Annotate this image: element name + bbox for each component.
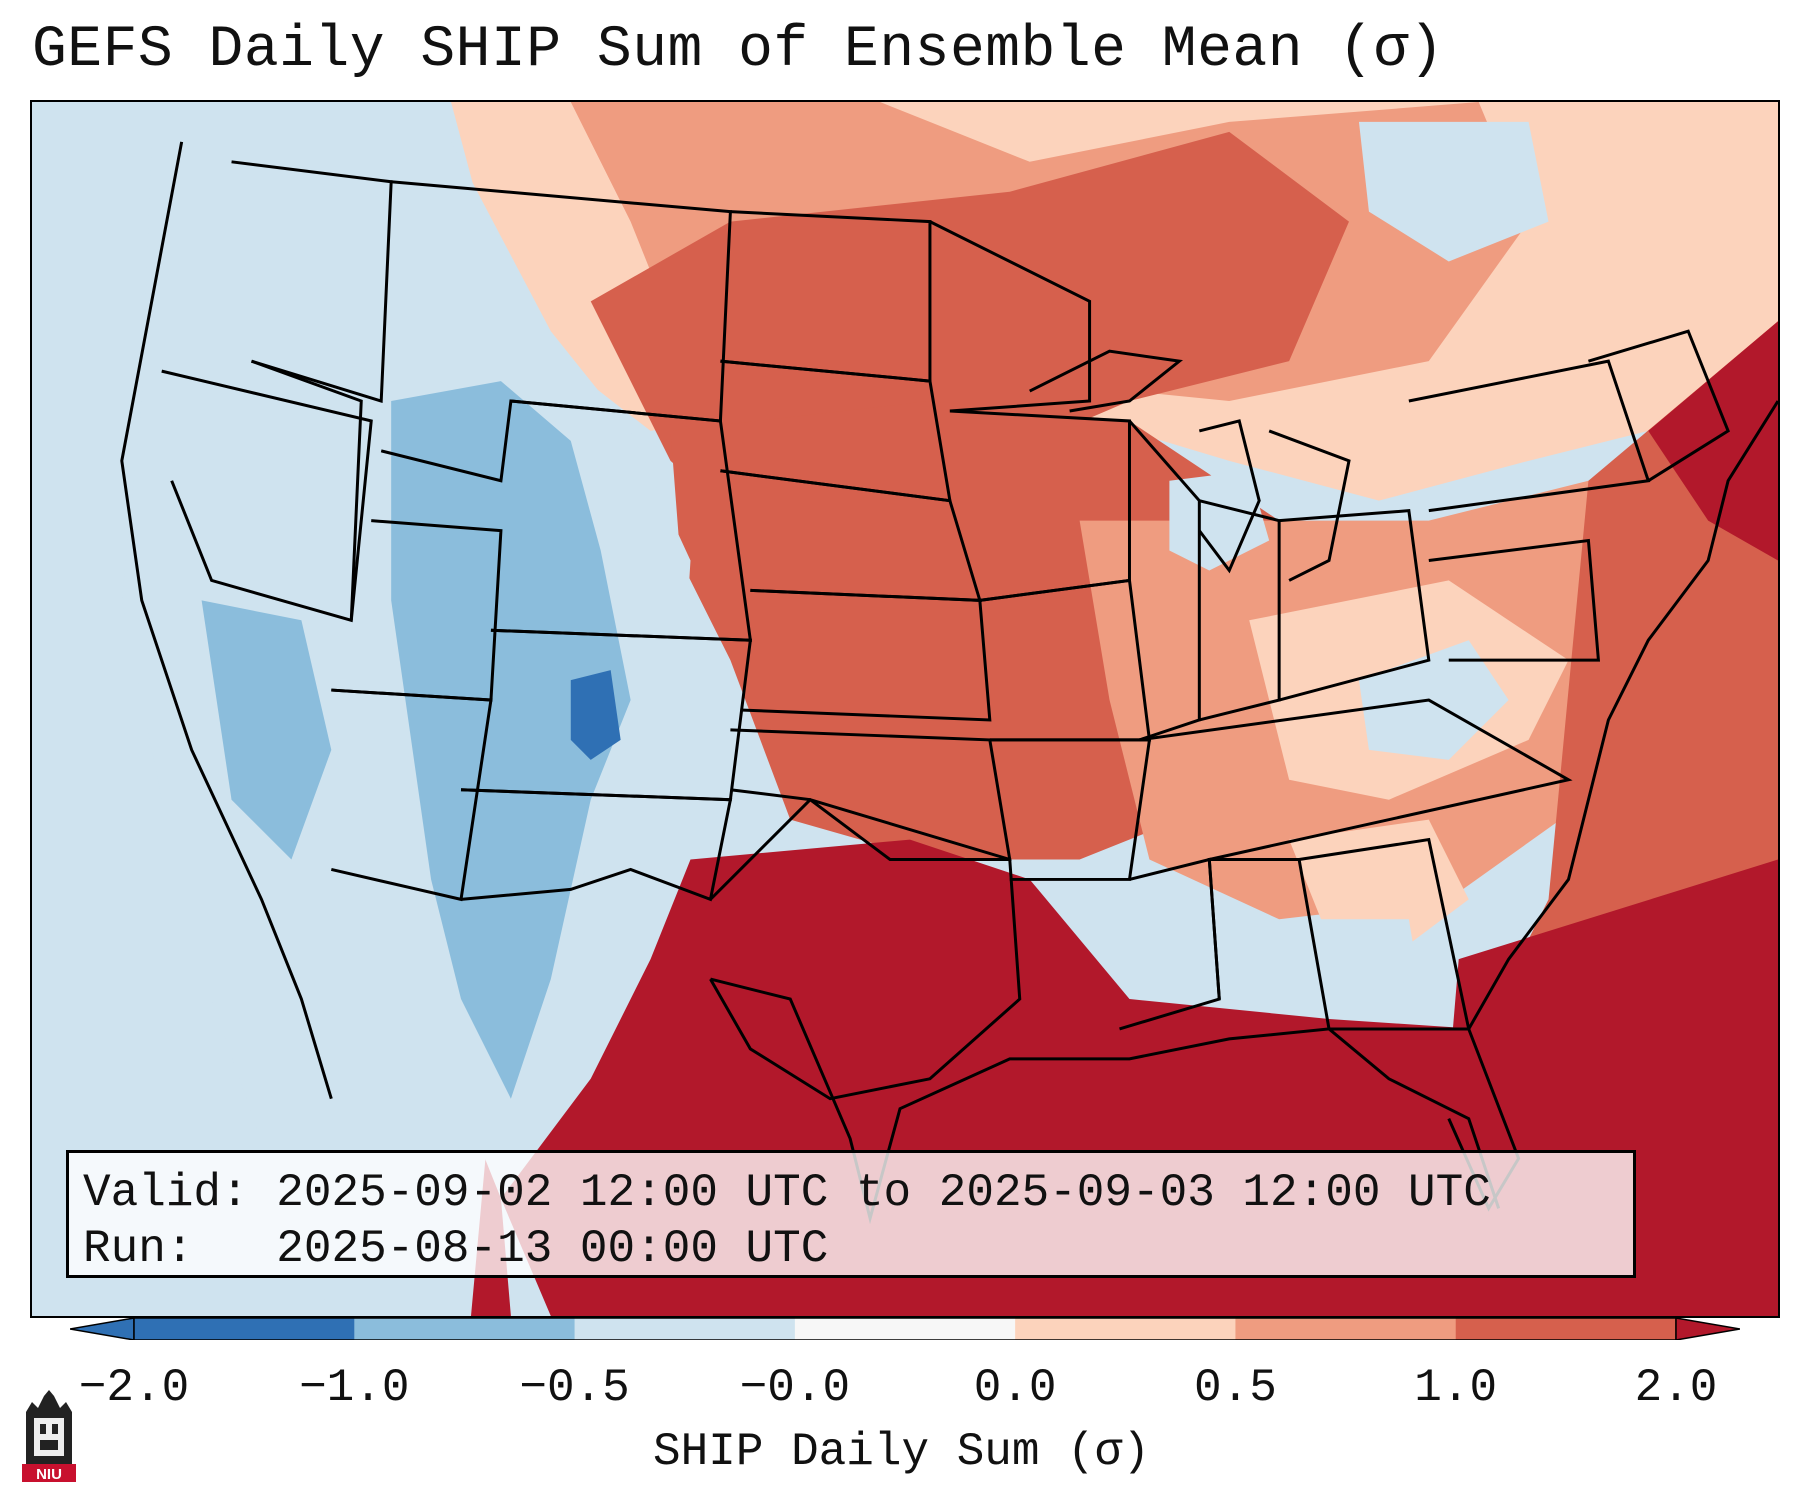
valid-value: 2025-09-02 12:00 UTC to 2025-09-03 12:00… [276, 1167, 1491, 1219]
coastlines [120, 141, 1778, 1225]
georgia-slight-low-region [1319, 919, 1419, 1000]
great-basin-low-region [201, 600, 332, 860]
niu-logo: NIU [22, 1390, 76, 1482]
map-panel [30, 100, 1780, 1318]
colorbar-tick-label: −1.0 [299, 1362, 410, 1414]
valid-run-info-box: Valid: 2025-09-02 12:00 UTC to 2025-09-0… [66, 1150, 1636, 1278]
colorbar-tick-label: 1.0 [1414, 1362, 1498, 1414]
run-line: Run: 2025-08-13 00:00 UTC [83, 1221, 1619, 1277]
valid-line: Valid: 2025-09-02 12:00 UTC to 2025-09-0… [83, 1165, 1619, 1221]
rockies-low-region [391, 381, 631, 1099]
colorbar-segment [574, 1318, 796, 1340]
colorbar-segment [1455, 1318, 1677, 1340]
colorbar-tick-label: −0.0 [739, 1362, 851, 1414]
colorbar-segment [1015, 1318, 1236, 1340]
quebec-slight-low-region [1358, 121, 1549, 262]
colorbar-segment [794, 1318, 1016, 1340]
colorbar-tick-label: 2.0 [1634, 1362, 1718, 1414]
colorbar-segment [354, 1318, 576, 1340]
colorbar-segment [1235, 1318, 1457, 1340]
state-borders [161, 160, 1730, 1212]
colorbar-tick-label: 0.0 [973, 1362, 1057, 1414]
colorbar-extend-low [70, 1318, 135, 1340]
map-title: GEFS Daily SHIP Sum of Ensemble Mean (σ) [32, 18, 1445, 83]
ship-anomaly-map [32, 102, 1778, 1316]
colorbar-label: SHIP Daily Sum (σ) [653, 1426, 1150, 1478]
colorbar-tick-label: −2.0 [78, 1362, 190, 1414]
colorbar-tick-label: −0.5 [519, 1362, 630, 1414]
valid-label: Valid: [83, 1167, 249, 1219]
colorbar-tick-label: 0.5 [1194, 1362, 1277, 1414]
niu-logo-text: NIU [36, 1466, 62, 1482]
run-label: Run: [83, 1223, 194, 1275]
colorbar [70, 1318, 1740, 1340]
colorbar-extend-high [1675, 1318, 1740, 1340]
colorado-very-low-region [570, 670, 621, 760]
run-value: 2025-08-13 00:00 UTC [276, 1223, 829, 1275]
colorbar-segment [134, 1318, 355, 1340]
